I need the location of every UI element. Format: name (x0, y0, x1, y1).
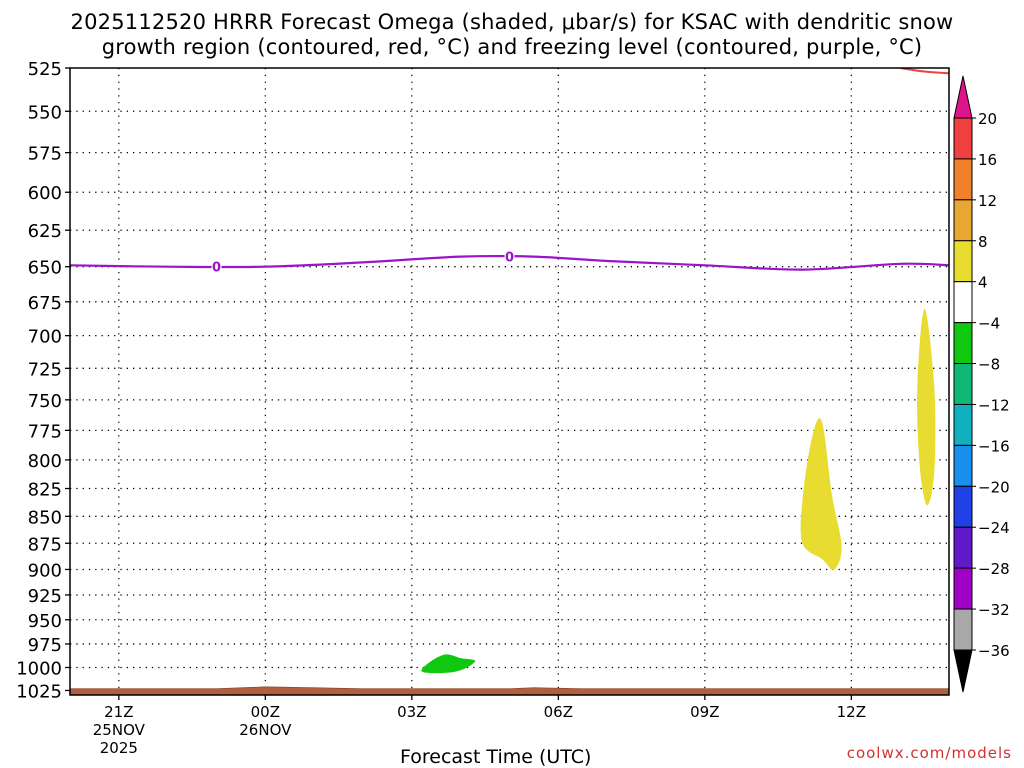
colorbar-bottom-arrow (953, 649, 973, 693)
omega-region-yellow-lower (800, 418, 842, 570)
colorbar-label--4: −4 (978, 315, 1000, 333)
colorbar-label--24: −24 (978, 519, 1010, 537)
colorbar-label--32: −32 (978, 601, 1010, 619)
colorbar-band-11 (953, 567, 973, 610)
x-tick-label-21Z-1: 25NOV (93, 721, 146, 739)
credit-link[interactable]: coolwx.com/models (846, 744, 1012, 762)
y-tick-label-600: 600 (28, 183, 62, 204)
chart-title-line-1: 2025112520 HRRR Forecast Omega (shaded, … (70, 10, 954, 34)
x-tick-label-00Z-0: 00Z (251, 703, 280, 721)
y-tick-label-950: 950 (28, 611, 62, 632)
y-tick-label-900: 900 (28, 560, 62, 581)
x-tick-label-00Z-1: 26NOV (239, 721, 292, 739)
y-tick-label-775: 775 (28, 421, 62, 442)
colorbar-band-5 (953, 322, 973, 365)
colorbar-band-6 (953, 363, 973, 405)
freezing-level-label-bg-1 (504, 249, 515, 264)
freezing-level-contour (70, 254, 949, 271)
x-tick-label-21Z-2: 2025 (100, 739, 138, 757)
y-tick-label-975: 975 (28, 635, 62, 656)
colorbar-band-4 (953, 281, 973, 324)
x-tick-label-03Z-0: 03Z (397, 703, 426, 721)
colorbar-band-7 (953, 403, 973, 446)
colorbar-band-9 (953, 485, 973, 528)
colorbar-band-1 (953, 158, 973, 201)
colorbar-label-8: 8 (978, 233, 988, 251)
colorbar-label--20: −20 (978, 478, 1010, 496)
y-tick-label-525: 525 (28, 59, 62, 80)
colorbar-label--28: −28 (978, 560, 1010, 578)
chart-title-line-2: growth region (contoured, red, °C) and f… (101, 35, 923, 59)
y-tick-label-850: 850 (28, 507, 62, 528)
colorbar-band-10 (953, 526, 973, 569)
colorbar-top-arrow (953, 75, 973, 119)
y-tick-label-1025: 1025 (16, 681, 62, 702)
y-tick-label-1000: 1000 (16, 658, 62, 679)
colorbar-label--12: −12 (978, 396, 1010, 414)
colorbar-label-12: 12 (978, 192, 997, 210)
y-tick-label-625: 625 (28, 221, 62, 242)
freezing-level-label-0: 0 (212, 261, 221, 276)
omega-region-green-low (421, 654, 476, 674)
y-tick-label-800: 800 (28, 451, 62, 472)
colorbar-label-20: 20 (978, 110, 997, 128)
colorbar-band-12 (953, 608, 973, 651)
y-tick-label-925: 925 (28, 586, 62, 607)
omega-region-yellow-upper (917, 308, 936, 506)
x-tick-label-06Z-0: 06Z (544, 703, 573, 721)
x-axis-label: Forecast Time (UTC) (400, 746, 592, 768)
colorbar-label--16: −16 (978, 437, 1010, 455)
colorbar-label--8: −8 (978, 356, 1000, 374)
dgz-contour (900, 68, 949, 75)
colorbar-label-4: 4 (978, 274, 988, 292)
y-tick-label-650: 650 (28, 258, 62, 279)
freezing-level-label-1: 0 (505, 251, 514, 266)
freezing-level-label-bg-0 (211, 259, 222, 274)
surface-terrain (70, 686, 949, 695)
colorbar-band-2 (953, 199, 973, 242)
colorbar-band-8 (953, 444, 973, 487)
x-tick-label-12Z-0: 12Z (837, 703, 866, 721)
y-tick-label-725: 725 (28, 359, 62, 380)
plot-frame (69, 67, 950, 696)
colorbar-label-16: 16 (978, 151, 997, 169)
colorbar-band-3 (953, 240, 973, 283)
y-tick-label-575: 575 (28, 144, 62, 165)
x-tick-label-21Z-0: 21Z (104, 703, 133, 721)
y-tick-label-700: 700 (28, 327, 62, 348)
y-tick-label-550: 550 (28, 102, 62, 123)
y-tick-label-750: 750 (28, 391, 62, 412)
colorbar-band-0 (953, 117, 973, 160)
x-tick-label-09Z-0: 09Z (690, 703, 719, 721)
y-tick-label-675: 675 (28, 293, 62, 314)
y-tick-label-875: 875 (28, 534, 62, 555)
y-tick-label-825: 825 (28, 480, 62, 501)
colorbar-label--36: −36 (978, 642, 1010, 660)
